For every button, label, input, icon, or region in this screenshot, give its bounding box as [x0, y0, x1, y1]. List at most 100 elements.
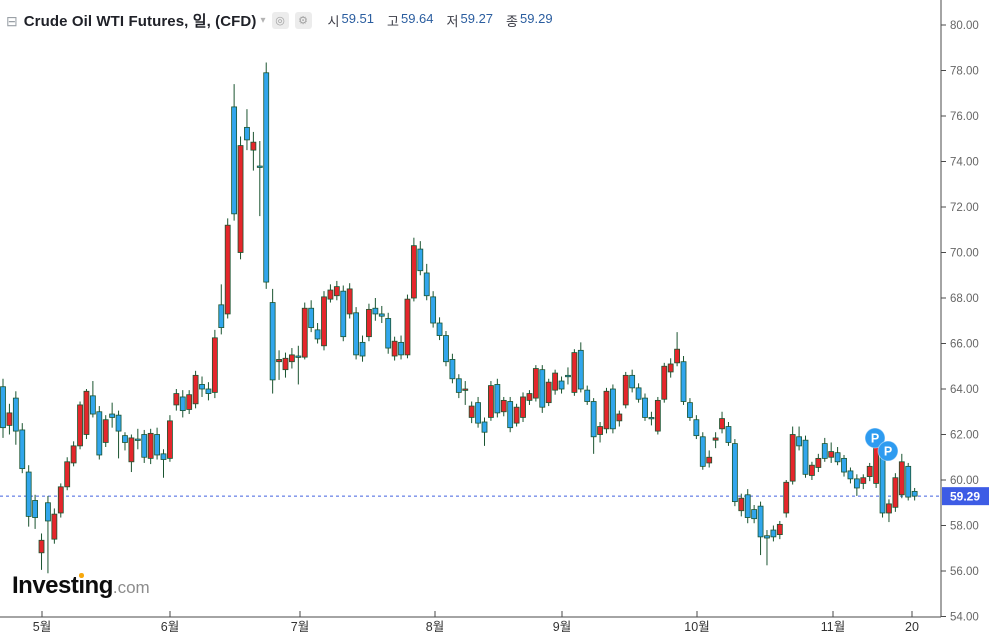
candle-body[interactable] [122, 435, 128, 443]
candle-body[interactable] [321, 296, 327, 347]
candle-body[interactable] [96, 411, 103, 456]
candle-body[interactable] [815, 457, 822, 468]
collapse-icon[interactable]: ⊟ [6, 12, 18, 29]
candle-body[interactable] [725, 426, 732, 443]
candle-body[interactable] [751, 509, 758, 520]
candle-body[interactable] [667, 363, 674, 373]
candle-body[interactable] [821, 443, 828, 459]
candle-body[interactable] [0, 386, 6, 429]
candle-body[interactable] [526, 393, 533, 401]
candle-body[interactable] [610, 388, 616, 430]
candle-body[interactable] [398, 341, 404, 356]
candle-body[interactable] [616, 413, 623, 422]
candle-body[interactable] [847, 470, 854, 480]
candle-body[interactable] [211, 337, 218, 393]
candle-body[interactable] [64, 461, 71, 488]
candle-body[interactable] [699, 436, 706, 467]
candle-body[interactable] [764, 535, 770, 539]
candle-body[interactable] [860, 477, 867, 484]
candle-body[interactable] [128, 437, 135, 463]
candle-body[interactable] [558, 380, 565, 390]
candle-body[interactable] [513, 406, 520, 424]
candle-body[interactable] [89, 395, 96, 415]
candle-body[interactable] [38, 539, 45, 554]
candle-body[interactable] [507, 401, 514, 429]
candle-body[interactable] [841, 457, 847, 473]
candle-body[interactable] [359, 341, 366, 357]
candle-body[interactable] [635, 387, 642, 400]
candle-body[interactable] [32, 500, 38, 518]
candle-body[interactable] [147, 432, 154, 459]
candle-body[interactable] [430, 296, 437, 324]
candle-body[interactable] [577, 349, 584, 390]
candle-body[interactable] [378, 313, 385, 317]
candle-body[interactable] [102, 419, 109, 443]
candle-body[interactable] [706, 456, 713, 464]
candle-body[interactable] [167, 420, 173, 459]
candle-body[interactable] [314, 329, 321, 340]
candle-body[interactable] [719, 418, 725, 430]
candle-body[interactable] [783, 481, 790, 514]
candle-body[interactable] [744, 494, 751, 518]
candle-body[interactable] [224, 224, 231, 315]
candle-body[interactable] [462, 388, 469, 391]
symbol-title[interactable]: Crude Oil WTI Futures, 일, (CFD) [23, 13, 257, 30]
candle-body[interactable] [77, 404, 83, 447]
candle-body[interactable] [488, 385, 494, 418]
snapshot-icon[interactable]: ◎ [271, 12, 289, 29]
candle-body[interactable] [160, 453, 167, 460]
candle-body[interactable] [301, 307, 308, 358]
candle-body[interactable] [757, 505, 764, 538]
candle-body[interactable] [45, 502, 51, 522]
candle-body[interactable] [250, 141, 257, 151]
candle-body[interactable] [70, 445, 77, 464]
settings-gear-icon[interactable]: ⚙ [294, 12, 312, 29]
candle-body[interactable] [898, 461, 905, 496]
candle-body[interactable] [545, 381, 552, 404]
candle-body[interactable] [436, 322, 443, 336]
candle-body[interactable] [391, 340, 398, 357]
candle-body[interactable] [237, 145, 244, 253]
candle-body[interactable] [809, 464, 815, 476]
candle-body[interactable] [802, 439, 809, 475]
candle-body[interactable] [500, 399, 507, 413]
candle-body[interactable] [443, 335, 449, 363]
candle-body[interactable] [288, 354, 295, 363]
candle-body[interactable] [648, 417, 655, 420]
chevron-down-icon[interactable]: ▾ [260, 15, 266, 26]
candle-body[interactable] [911, 490, 918, 497]
candle-body[interactable] [186, 394, 193, 410]
candle-body[interactable] [532, 368, 539, 399]
candle-body[interactable] [886, 503, 892, 514]
candle-body[interactable] [269, 302, 276, 381]
candle-body[interactable] [404, 298, 411, 356]
candle-body[interactable] [828, 451, 835, 458]
candle-body[interactable] [539, 369, 546, 408]
candle-body[interactable] [770, 529, 777, 538]
candle-body[interactable] [218, 304, 225, 328]
candle-body[interactable] [455, 378, 462, 393]
candle-body[interactable] [449, 359, 456, 380]
candle-body[interactable] [6, 412, 13, 426]
candle-body[interactable] [372, 307, 379, 315]
candle-body[interactable] [796, 436, 802, 447]
candle-body[interactable] [340, 290, 347, 338]
candle-body[interactable] [154, 434, 160, 456]
candle-body[interactable] [731, 443, 738, 503]
candle-body[interactable] [57, 486, 64, 514]
candle-body[interactable] [308, 307, 315, 328]
candle-body[interactable] [276, 359, 282, 363]
candle-body[interactable] [417, 248, 424, 272]
candle-body[interactable] [12, 397, 19, 432]
candle-body[interactable] [475, 402, 481, 424]
position-marker[interactable] [864, 427, 886, 449]
candle-body[interactable] [776, 523, 783, 535]
candle-body[interactable] [134, 438, 141, 441]
candle-body[interactable] [83, 390, 90, 435]
candle-body[interactable] [244, 126, 250, 141]
candle-body[interactable] [192, 374, 199, 405]
candle-body[interactable] [565, 374, 571, 378]
candle-body[interactable] [603, 390, 610, 430]
candle-body[interactable] [597, 426, 603, 435]
